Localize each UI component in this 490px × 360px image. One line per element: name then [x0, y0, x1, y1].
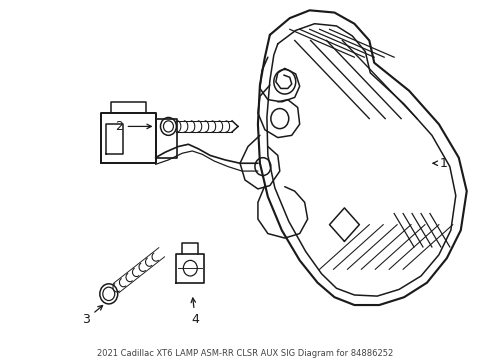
Text: 1: 1 [433, 157, 448, 170]
Text: 3: 3 [82, 306, 102, 326]
Text: 4: 4 [191, 298, 199, 326]
Text: 2: 2 [115, 120, 151, 133]
Text: 2021 Cadillac XT6 LAMP ASM-RR CLSR AUX SIG Diagram for 84886252: 2021 Cadillac XT6 LAMP ASM-RR CLSR AUX S… [97, 349, 393, 358]
Polygon shape [258, 10, 467, 305]
